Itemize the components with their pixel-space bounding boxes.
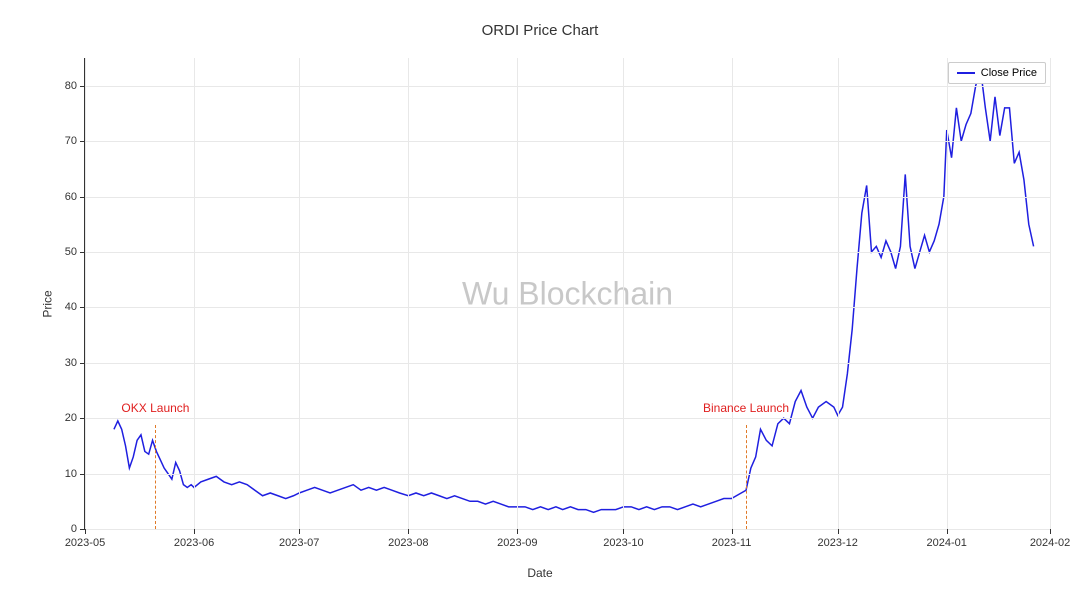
y-tick-label: 20: [65, 412, 77, 424]
grid-line-v: [85, 58, 86, 529]
grid-line-h: [85, 307, 1050, 308]
annotation-label: OKX Launch: [121, 401, 189, 415]
legend-swatch: [957, 72, 975, 74]
grid-line-h: [85, 86, 1050, 87]
grid-line-h: [85, 197, 1050, 198]
y-axis-label: Price: [41, 290, 55, 317]
grid-line-h: [85, 363, 1050, 364]
x-tick-label: 2023-11: [712, 537, 752, 549]
x-tick-mark: [517, 529, 518, 534]
grid-line-v: [408, 58, 409, 529]
grid-line-v: [1050, 58, 1051, 529]
annotation-line: [746, 425, 747, 529]
grid-line-h: [85, 529, 1050, 530]
x-tick-label: 2023-05: [65, 537, 105, 549]
grid-line-v: [623, 58, 624, 529]
y-tick-label: 0: [71, 523, 77, 535]
x-tick-label: 2023-09: [497, 537, 537, 549]
grid-line-v: [947, 58, 948, 529]
x-tick-label: 2023-10: [603, 537, 643, 549]
annotation-line: [155, 425, 156, 529]
x-tick-mark: [732, 529, 733, 534]
y-tick-label: 80: [65, 80, 77, 92]
x-tick-label: 2023-07: [279, 537, 319, 549]
y-tick-label: 40: [65, 301, 77, 313]
y-tick-label: 30: [65, 357, 77, 369]
y-tick-label: 60: [65, 191, 77, 203]
grid-line-h: [85, 418, 1050, 419]
grid-line-v: [838, 58, 839, 529]
price-line: [85, 58, 1050, 529]
x-tick-mark: [194, 529, 195, 534]
grid-line-h: [85, 252, 1050, 253]
grid-line-v: [299, 58, 300, 529]
plot-area: Wu Blockchain Close Price 01020304050607…: [84, 58, 1050, 530]
chart-container: ORDI Price Chart Price Date Wu Blockchai…: [10, 10, 1070, 598]
grid-line-h: [85, 474, 1050, 475]
x-tick-label: 2023-12: [818, 537, 858, 549]
legend: Close Price: [948, 62, 1046, 84]
x-tick-mark: [838, 529, 839, 534]
grid-line-v: [517, 58, 518, 529]
x-tick-mark: [85, 529, 86, 534]
annotation-label: Binance Launch: [703, 401, 789, 415]
y-tick-label: 50: [65, 246, 77, 258]
x-tick-mark: [408, 529, 409, 534]
grid-line-v: [194, 58, 195, 529]
x-tick-mark: [1050, 529, 1051, 534]
x-tick-label: 2024-01: [927, 537, 967, 549]
y-tick-label: 70: [65, 135, 77, 147]
x-tick-mark: [947, 529, 948, 534]
x-tick-label: 2023-08: [388, 537, 428, 549]
y-tick-label: 10: [65, 468, 77, 480]
x-tick-label: 2023-06: [174, 537, 214, 549]
grid-line-h: [85, 141, 1050, 142]
x-tick-mark: [299, 529, 300, 534]
x-tick-label: 2024-02: [1030, 537, 1070, 549]
x-axis-label: Date: [527, 566, 552, 580]
grid-line-v: [732, 58, 733, 529]
x-tick-mark: [623, 529, 624, 534]
chart-title: ORDI Price Chart: [10, 22, 1070, 39]
legend-label: Close Price: [981, 67, 1037, 79]
